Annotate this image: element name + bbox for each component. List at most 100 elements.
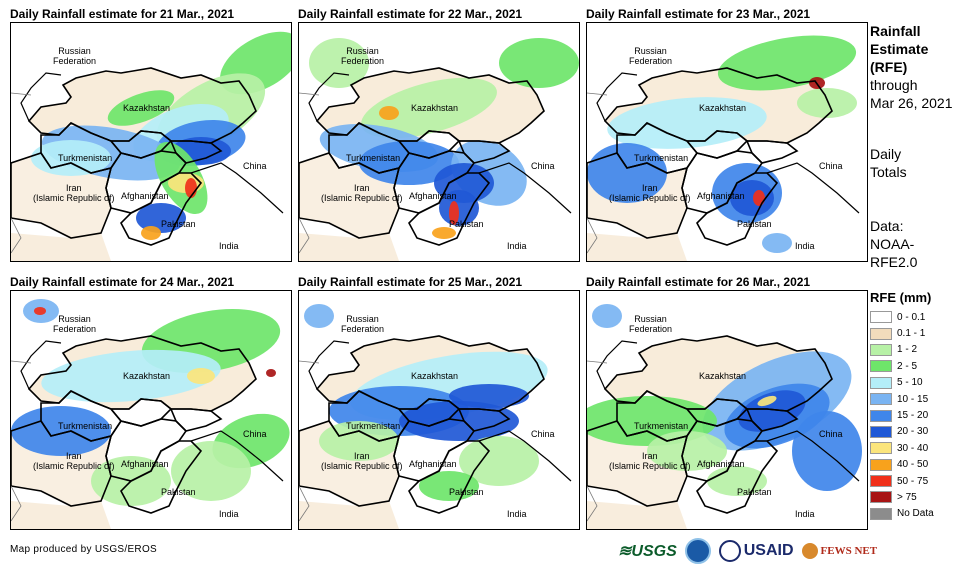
map-label-iran: Iran (Islamic Republic of) bbox=[321, 183, 403, 203]
map-label-turkmenistan: Turkmenistan bbox=[58, 421, 113, 431]
map-label-india: India bbox=[795, 509, 815, 519]
rainfall-map: Russian Federation Kazakhstan Turkmenistan… bbox=[586, 22, 868, 262]
map-label-pakistan: Pakistan bbox=[449, 219, 484, 229]
map-label-iran: Iran (Islamic Republic of) bbox=[33, 183, 115, 203]
legend-item: 0 - 0.1 bbox=[870, 309, 934, 325]
legend-swatch bbox=[870, 475, 892, 488]
map-label-china: China bbox=[243, 429, 267, 439]
map-label-china: China bbox=[531, 429, 555, 439]
legend-swatch bbox=[870, 507, 892, 520]
fews-net-mark-icon bbox=[801, 543, 818, 559]
legend-item: 40 - 50 bbox=[870, 457, 934, 473]
usaid-logo: USAID bbox=[718, 540, 794, 562]
legend-label: No Data bbox=[897, 508, 934, 520]
legend-label: 50 - 75 bbox=[897, 475, 929, 487]
rainfall-map: Russian Federation Kazakhstan Turkmenistan… bbox=[298, 290, 580, 530]
rainfall-map: Russian Federation Kazakhstan Turkmenistan… bbox=[586, 290, 868, 530]
panel-title: Daily Rainfall estimate for 22 Mar., 202… bbox=[298, 7, 523, 21]
map-label-kazakhstan: Kazakhstan bbox=[699, 371, 747, 381]
info-line10: RFE2.0 bbox=[870, 254, 918, 270]
legend: 0 - 0.1 0.1 - 1 1 - 2 2 - 5 5 - 10 10 - 15 15 … bbox=[870, 309, 934, 522]
legend-swatch bbox=[870, 409, 892, 422]
legend-label: 10 - 15 bbox=[897, 393, 929, 405]
legend-label: 30 - 40 bbox=[897, 442, 929, 454]
legend-swatch bbox=[870, 311, 892, 324]
fews-net-logo: FEWS NET bbox=[801, 543, 878, 559]
map-label-turkmenistan: Turkmenistan bbox=[346, 153, 401, 163]
map-label-china: China bbox=[243, 161, 267, 171]
map-label-afghanistan: Afghanistan bbox=[409, 459, 457, 469]
legend-swatch bbox=[870, 425, 892, 438]
map-label-iran: Iran (Islamic Republic of) bbox=[33, 451, 115, 471]
legend-item: 2 - 5 bbox=[870, 358, 934, 374]
map-label-russia: Russian Federation bbox=[629, 46, 673, 66]
map-panel: Daily Rainfall estimate for 22 Mar., 202… bbox=[298, 7, 580, 262]
legend-item: 0.1 - 1 bbox=[870, 325, 934, 341]
map-label-kazakhstan: Kazakhstan bbox=[411, 103, 459, 113]
usaid-logo-text: USAID bbox=[743, 542, 794, 559]
map-label-afghanistan: Afghanistan bbox=[409, 191, 457, 201]
legend-swatch bbox=[870, 343, 892, 356]
map-label-turkmenistan: Turkmenistan bbox=[346, 421, 401, 431]
legend-swatch bbox=[870, 360, 892, 373]
map-label-russia: Russian Federation bbox=[341, 46, 385, 66]
legend-label: > 75 bbox=[897, 491, 917, 503]
info-line5: Mar 26, 2021 bbox=[870, 95, 953, 111]
map-label-china: China bbox=[819, 161, 843, 171]
legend-swatch bbox=[870, 327, 892, 340]
legend-item: 15 - 20 bbox=[870, 407, 934, 423]
legend-swatch bbox=[870, 376, 892, 389]
map-label-india: India bbox=[219, 509, 239, 519]
map-label-pakistan: Pakistan bbox=[449, 487, 484, 497]
info-totals: Daily Totals bbox=[870, 145, 907, 181]
info-source: Data: NOAA- RFE2.0 bbox=[870, 217, 917, 271]
usgs-logo: ≋USGS bbox=[618, 543, 677, 560]
map-label-kazakhstan: Kazakhstan bbox=[411, 371, 459, 381]
map-panel: Daily Rainfall estimate for 23 Mar., 202… bbox=[586, 7, 868, 262]
footer-credit: Map produced by USGS/EROS bbox=[10, 544, 158, 555]
rainfall-map: Russian Federation Kazakhstan Turkmenistan… bbox=[298, 22, 580, 262]
map-label-china: China bbox=[819, 429, 843, 439]
map-label-iran: Iran (Islamic Republic of) bbox=[321, 451, 403, 471]
legend-label: 0.1 - 1 bbox=[897, 328, 926, 340]
legend-swatch bbox=[870, 491, 892, 504]
map-label-russia: Russian Federation bbox=[53, 46, 97, 66]
legend-item: 20 - 30 bbox=[870, 424, 934, 440]
legend-label: 5 - 10 bbox=[897, 377, 923, 389]
panel-title: Daily Rainfall estimate for 26 Mar., 202… bbox=[586, 275, 811, 289]
rainfall-map: Russian Federation Kazakhstan Turkmenistan… bbox=[10, 290, 292, 530]
logos-strip: ≋USGS USAID FEWS NET bbox=[618, 538, 877, 564]
map-label-india: India bbox=[507, 509, 527, 519]
map-label-china: China bbox=[531, 161, 555, 171]
map-panel: Daily Rainfall estimate for 26 Mar., 202… bbox=[586, 275, 868, 530]
legend-item: 50 - 75 bbox=[870, 473, 934, 489]
map-label-india: India bbox=[507, 241, 527, 251]
legend-label: 0 - 0.1 bbox=[897, 311, 926, 323]
map-panel: Daily Rainfall estimate for 21 Mar., 202… bbox=[10, 7, 292, 262]
panel-title: Daily Rainfall estimate for 25 Mar., 202… bbox=[298, 275, 523, 289]
info-line3: (RFE) bbox=[870, 59, 908, 75]
legend-item: 30 - 40 bbox=[870, 440, 934, 456]
info-line9: NOAA- bbox=[870, 236, 915, 252]
legend-label: 20 - 30 bbox=[897, 426, 929, 438]
info-line1: Rainfall bbox=[870, 23, 921, 39]
map-label-turkmenistan: Turkmenistan bbox=[58, 153, 113, 163]
legend-item: 5 - 10 bbox=[870, 375, 934, 391]
legend-item: 1 - 2 bbox=[870, 342, 934, 358]
map-label-pakistan: Pakistan bbox=[161, 487, 196, 497]
noaa-logo-icon bbox=[684, 538, 711, 564]
map-label-russia: Russian Federation bbox=[341, 314, 385, 334]
map-label-afghanistan: Afghanistan bbox=[697, 191, 745, 201]
map-label-afghanistan: Afghanistan bbox=[121, 459, 169, 469]
map-label-iran: Iran (Islamic Republic of) bbox=[609, 451, 691, 471]
map-label-russia: Russian Federation bbox=[53, 314, 97, 334]
legend-label: 15 - 20 bbox=[897, 410, 929, 422]
usaid-seal-icon bbox=[718, 540, 741, 562]
map-label-turkmenistan: Turkmenistan bbox=[634, 153, 689, 163]
map-label-afghanistan: Afghanistan bbox=[697, 459, 745, 469]
fews-net-logo-text: FEWS NET bbox=[820, 545, 878, 557]
panel-title: Daily Rainfall estimate for 23 Mar., 202… bbox=[586, 7, 811, 21]
map-label-pakistan: Pakistan bbox=[737, 219, 772, 229]
map-label-kazakhstan: Kazakhstan bbox=[699, 103, 747, 113]
legend-label: 40 - 50 bbox=[897, 459, 929, 471]
